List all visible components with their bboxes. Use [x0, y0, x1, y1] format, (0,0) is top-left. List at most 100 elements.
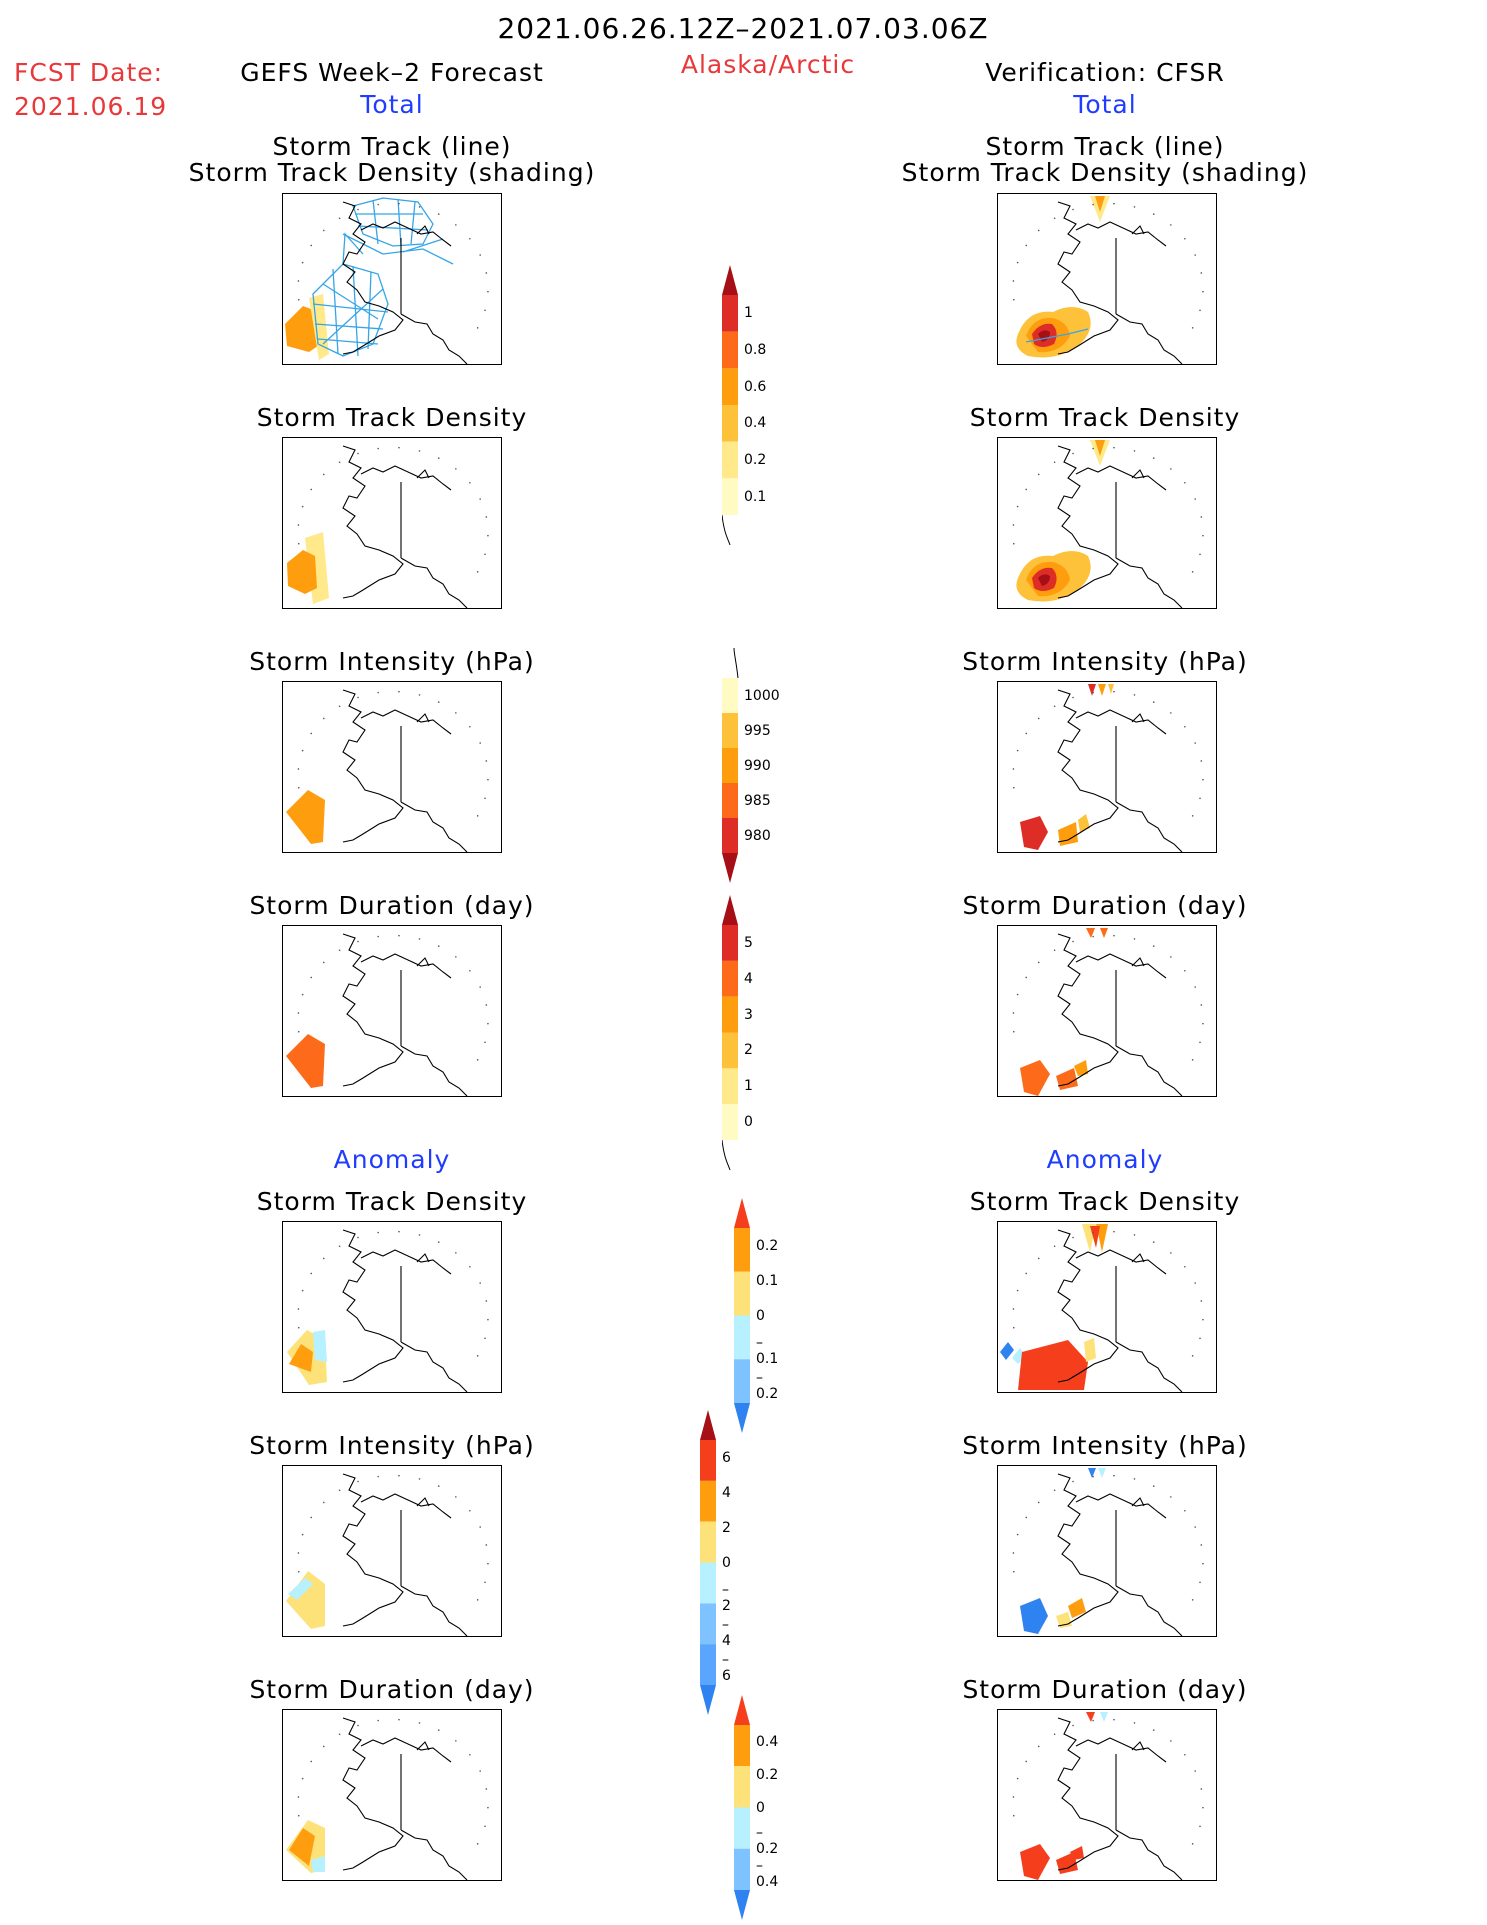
graticule-dot [1037, 717, 1040, 720]
graticule-dot [357, 696, 359, 699]
colorbar-tail [722, 514, 731, 545]
left-anom-density-map [282, 1221, 502, 1393]
right-duration-map [997, 925, 1217, 1097]
graticule-dot [1133, 938, 1136, 940]
left-anom-intensity-map [282, 1465, 502, 1637]
graticule-dot [1012, 786, 1015, 789]
left-anom-density-title: Storm Track Density [256, 1187, 528, 1216]
graticule-dot [1200, 1788, 1203, 1790]
graticule-dot [297, 1814, 300, 1817]
colorbar-segment [734, 1271, 750, 1316]
graticule-dot [1170, 1252, 1172, 1254]
coastline [1057, 1717, 1183, 1880]
colorbar-bottom-arrow [722, 853, 738, 883]
graticule-dot [1194, 1770, 1196, 1772]
graticule-dot [1202, 290, 1204, 293]
colorbar-segment [734, 1766, 750, 1808]
graticule-dot [437, 1485, 440, 1487]
graticule-dot [479, 742, 481, 744]
graticule-dot [484, 309, 486, 312]
colorbar-segment [722, 441, 738, 479]
colorbar-segment [734, 1725, 750, 1767]
graticule-dot [1184, 1265, 1186, 1268]
graticule-dot [357, 452, 359, 455]
graticule-dot [418, 1722, 421, 1724]
graticule-dot [1133, 694, 1136, 696]
left-column-title: GEFS Week–2 Forecast [240, 58, 544, 87]
right-total-heading: Total [1073, 90, 1137, 119]
colorbar-label: 0.1 [756, 1272, 779, 1289]
graticule-dot [1191, 571, 1194, 573]
coastline [1057, 689, 1183, 852]
colorbar-segment [722, 1104, 738, 1140]
graticule-dot [469, 969, 471, 972]
fcst-date-label: FCST Date: [14, 58, 164, 87]
colorbar-bottom-arrow [734, 1403, 750, 1433]
graticule-dot [1072, 208, 1074, 211]
graticule-dot [310, 976, 313, 979]
graticule-dot [1072, 696, 1074, 699]
graticule-dot [455, 1252, 457, 1254]
colorbar-segment [722, 405, 738, 442]
right-track-title-1: Storm Track (line) [985, 132, 1225, 161]
graticule-dot [297, 1796, 300, 1798]
graticule-dot [1016, 1289, 1019, 1292]
graticule-dot [476, 1059, 479, 1061]
graticule-dot [1025, 1272, 1028, 1275]
graticule-dot [297, 1012, 300, 1014]
graticule-dot [1194, 498, 1196, 500]
map-outline [1012, 689, 1204, 852]
graticule-dot [1194, 742, 1196, 744]
graticule-dot [437, 213, 440, 215]
colorbar-label: 1 [744, 1078, 753, 1095]
graticule-dot [377, 1719, 379, 1722]
graticule-dot [485, 1788, 488, 1790]
graticule-dot [297, 298, 300, 301]
graticule-dot [357, 1236, 359, 1239]
graticule-dot [1170, 712, 1172, 714]
graticule-dot [1012, 1326, 1015, 1329]
graticule-dot [479, 986, 481, 988]
graticule-dot [1184, 1753, 1186, 1756]
graticule-dot [1025, 1516, 1028, 1519]
graticule-dot [1199, 797, 1201, 800]
right-track-title-2: Storm Track Density (shading) [901, 158, 1309, 187]
storm-track-lines [312, 197, 454, 357]
coastline [1057, 1473, 1183, 1636]
map-outline [1012, 1229, 1204, 1392]
graticule-dot [1016, 505, 1019, 508]
graticule-dot [418, 938, 421, 940]
colorbar-label: 0 [756, 1799, 765, 1816]
colorbar-segment [700, 1480, 716, 1522]
graticule-dot [1012, 1030, 1015, 1033]
graticule-dot [455, 712, 457, 714]
graticule-dot [1199, 553, 1201, 556]
graticule-dot [1184, 969, 1186, 972]
graticule-dot [418, 206, 421, 208]
colorbar-top-arrow [722, 265, 738, 295]
graticule-dot [437, 701, 440, 703]
graticule-dot [1170, 1496, 1172, 1498]
colorbar-segment [734, 1315, 750, 1360]
graticule-dot [398, 934, 400, 937]
graticule-dot [1170, 956, 1172, 958]
graticule-dot [1092, 1475, 1094, 1478]
colorbar-label: 0 [722, 1554, 731, 1571]
graticule-dot [297, 1308, 300, 1310]
graticule-dot [301, 1777, 304, 1780]
graticule-dot [1053, 461, 1056, 464]
graticule-dot [418, 1478, 421, 1480]
graticule-dot [338, 461, 341, 464]
graticule-dot [1053, 1245, 1056, 1248]
graticule-dot [437, 457, 440, 459]
map-outline [1012, 201, 1204, 364]
colorbar-label: 0.6 [744, 378, 767, 395]
graticule-dot [301, 261, 304, 264]
graticule-dot [357, 1480, 359, 1483]
graticule-dot [1037, 473, 1040, 476]
graticule-dot [322, 717, 325, 720]
colorbar-bottom-arrow [700, 1685, 716, 1715]
graticule-dot [1053, 1489, 1056, 1492]
graticule-dot [1191, 1355, 1194, 1357]
map-outline [297, 689, 489, 852]
